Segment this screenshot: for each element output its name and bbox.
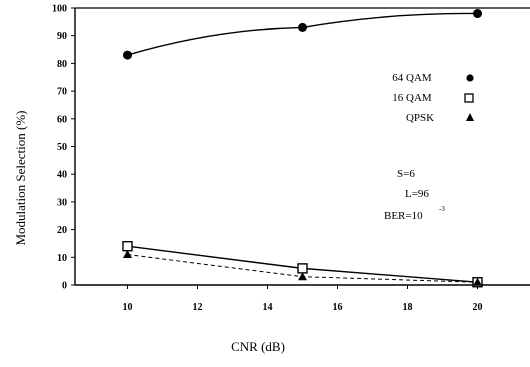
note-ber-exponent: -3	[439, 205, 445, 213]
y-tick-label: 20	[57, 225, 67, 236]
x-tick-label: 14	[263, 302, 273, 313]
tick-labels: 0 10 20 30 40 50 60 70 80 90 100 10 12 14 16 18 20	[52, 4, 483, 314]
series-line-64qam	[127, 12, 478, 56]
data-point-16qam	[297, 263, 308, 274]
y-tick-label: 80	[57, 59, 67, 70]
y-tick-label: 50	[57, 142, 67, 153]
x-axis-title: CNR (dB)	[231, 339, 285, 354]
y-tick-label: 60	[57, 114, 67, 125]
legend: 64 QAM 16 QAM QPSK	[392, 72, 474, 124]
note-l: L=96	[405, 188, 429, 200]
note-s: S=6	[397, 168, 415, 180]
legend-marker-16qam	[464, 93, 474, 103]
parameter-notes: S=6 L=96 BER=10 -3	[384, 168, 445, 222]
axes	[71, 7, 530, 289]
data-point-64qam	[123, 50, 132, 60]
data-point-64qam	[473, 9, 482, 19]
y-tick-label: 0	[62, 281, 67, 292]
legend-marker-qpsk	[466, 113, 474, 121]
y-axis-title: Modulation Selection (%)	[13, 110, 28, 245]
y-tick-label: 10	[57, 253, 67, 264]
data-point-16qam	[122, 241, 133, 252]
note-ber: BER=10	[384, 210, 423, 222]
data-point-qpsk	[123, 250, 132, 259]
data-point-qpsk	[473, 277, 482, 286]
x-tick-label: 10	[123, 302, 133, 313]
series-lines	[122, 9, 483, 288]
y-tick-label: 90	[57, 31, 67, 42]
legend-label-16qam: 16 QAM	[392, 92, 432, 104]
x-tick-label: 12	[193, 302, 203, 313]
x-tick-label: 18	[403, 302, 413, 313]
x-tick-label: 16	[333, 302, 343, 313]
legend-label-64qam: 64 QAM	[392, 72, 432, 84]
legend-label-qpsk: QPSK	[406, 112, 434, 124]
y-tick-label: 40	[57, 170, 67, 181]
y-tick-label: 30	[57, 197, 67, 208]
y-tick-label: 70	[57, 87, 67, 98]
x-tick-label: 20	[473, 302, 483, 313]
legend-marker-64qam	[466, 74, 474, 82]
data-point-64qam	[298, 22, 307, 32]
data-point-qpsk	[298, 272, 307, 281]
y-tick-label: 100	[52, 4, 67, 15]
